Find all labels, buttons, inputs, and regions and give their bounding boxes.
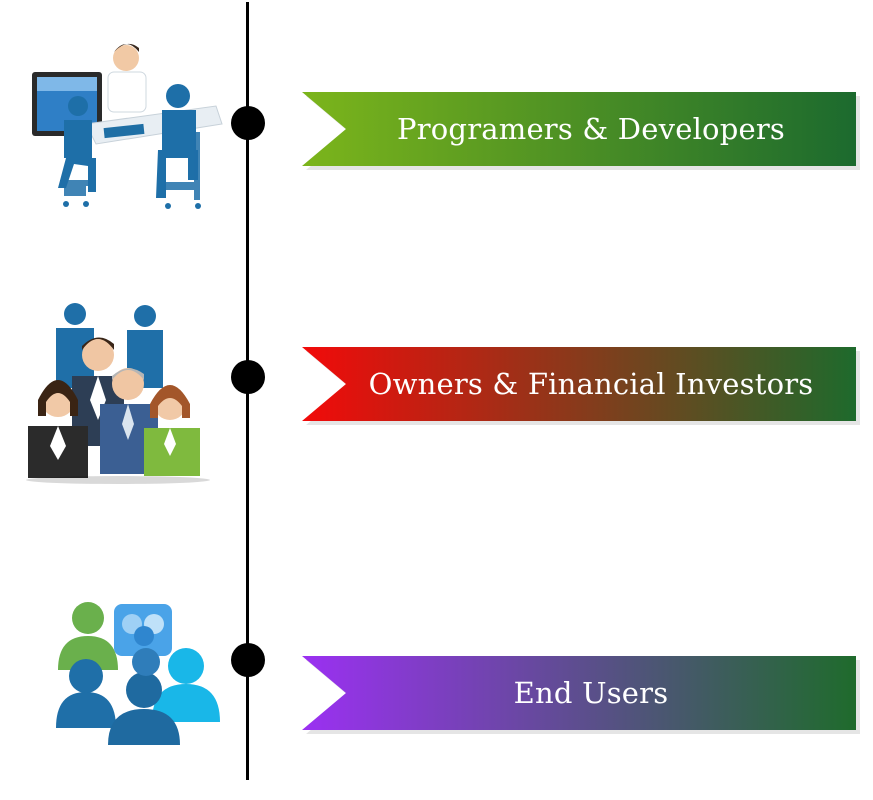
- banner-label: Programers & Developers: [397, 112, 785, 146]
- banner-owners-financial-investors: Owners & Financial Investors: [302, 347, 856, 421]
- banner-label: End Users: [513, 676, 669, 710]
- timeline-node-1: [231, 106, 265, 140]
- business-people-group-icon: [26, 303, 210, 484]
- banner-end-users: End Users: [302, 656, 856, 730]
- users-group-icon: [56, 602, 220, 745]
- timeline-node-2: [231, 360, 265, 394]
- banner-label: Owners & Financial Investors: [368, 367, 814, 401]
- banner-programmers-developers: Programers & Developers: [302, 92, 856, 166]
- developers-at-computer-icon: [32, 43, 223, 209]
- timeline-node-3: [231, 643, 265, 677]
